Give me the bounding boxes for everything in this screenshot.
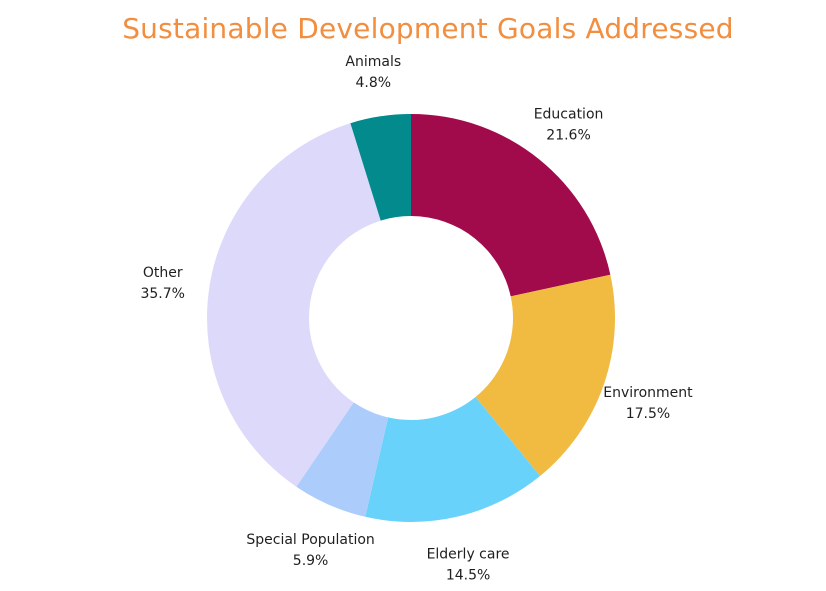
slice-environment [475, 274, 615, 476]
chart-title: Sustainable Development Goals Addressed [122, 12, 734, 45]
slice-education [411, 114, 611, 297]
slice-label: Animals 4.8% [345, 54, 401, 91]
slice-special-population [296, 402, 389, 517]
slice-label: Elderly care 14.5% [427, 546, 510, 583]
slice-label: Education 21.6% [534, 107, 604, 144]
slice-label: Special Population 5.9% [246, 532, 374, 569]
slice-label: Environment 17.5% [603, 385, 693, 422]
slice-animals [350, 114, 411, 221]
slice-elderly-care [365, 396, 541, 522]
slice-other [206, 123, 381, 487]
slice-label: Other 35.7% [140, 265, 184, 302]
